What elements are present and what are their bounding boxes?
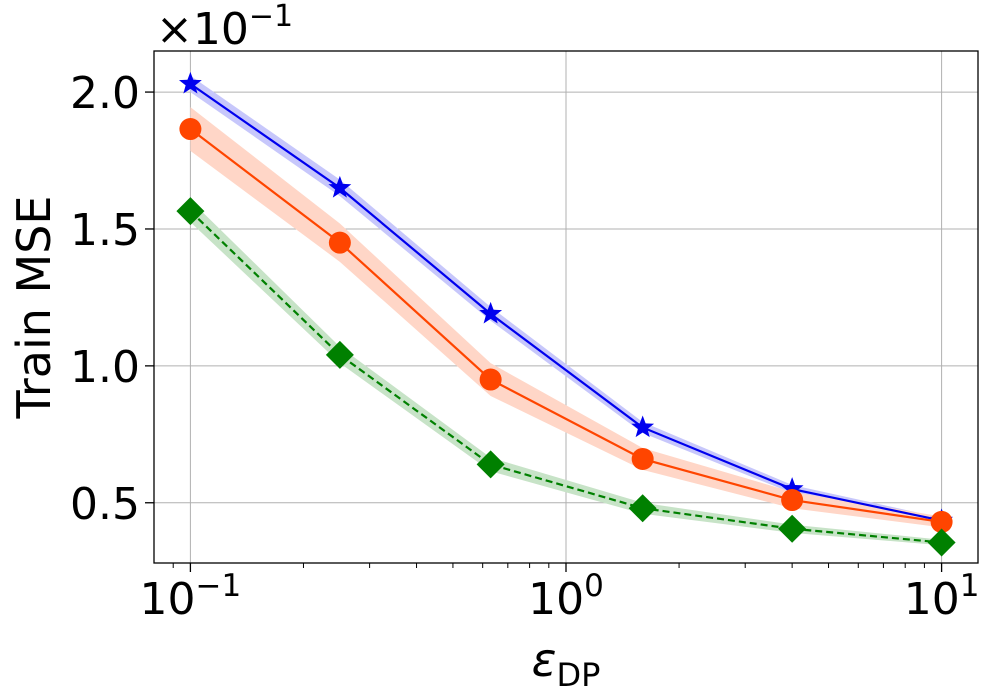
y-tick-label: 1.0 (70, 342, 140, 393)
series-0-point (178, 71, 202, 94)
series-2-point (476, 450, 505, 479)
series-1-point (479, 368, 502, 391)
series-1-line (189, 128, 942, 524)
y-tick-label: 1.5 (70, 205, 140, 256)
series-1-point (179, 118, 202, 141)
series-1-point (930, 510, 953, 533)
series-2-point (927, 528, 956, 557)
y-offset-label: ×10−1 (156, 0, 293, 55)
series-0-point (479, 301, 503, 324)
y-tick-label: 0.5 (70, 479, 140, 530)
series-0-point (328, 175, 352, 198)
series-1-point (781, 489, 804, 512)
series-2-point (628, 494, 657, 523)
x-tick-label: 101 (904, 568, 980, 625)
y-axis-label: Train MSE (7, 196, 61, 420)
x-tick-label: 100 (528, 568, 604, 625)
x-axis-label: εDP (532, 633, 601, 689)
series-1-point (328, 231, 351, 254)
series-markers (176, 71, 956, 557)
series-1-point (631, 447, 654, 470)
x-tick-label: 10−1 (140, 568, 242, 625)
series-0-point (780, 477, 804, 499)
series-0-line (189, 82, 942, 522)
series-lines (189, 82, 942, 544)
series-2-point (778, 514, 807, 543)
series-2-point (176, 197, 205, 226)
series-2-line (189, 210, 942, 544)
ticks: 10−1 100 101 0.5 1.0 1.5 2.0 (70, 68, 979, 625)
series-0-point (631, 415, 655, 438)
y-tick-label: 2.0 (70, 68, 140, 119)
series-2-point (325, 340, 354, 369)
